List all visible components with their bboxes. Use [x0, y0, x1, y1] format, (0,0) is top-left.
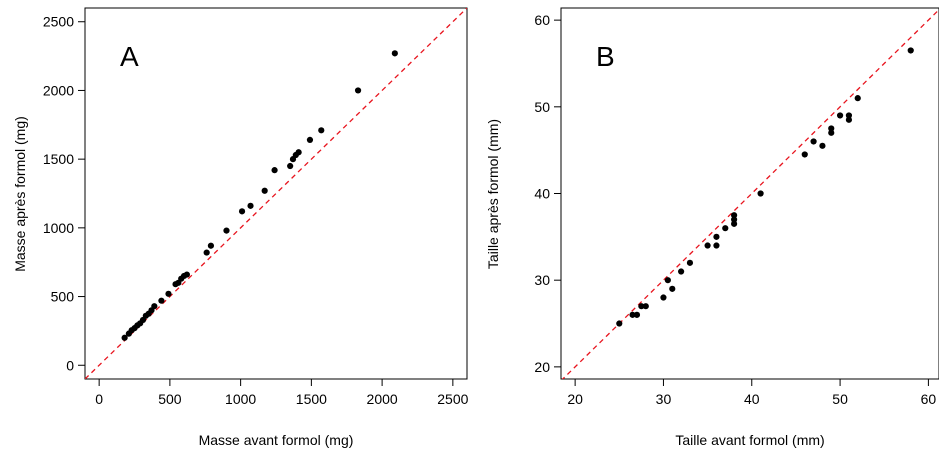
x-axis-ticks-a: 0 500 1000 1500 2000 2500	[95, 379, 469, 407]
data-point-a-20	[223, 227, 230, 234]
data-point-b-15	[731, 216, 738, 223]
data-point-b-8	[678, 268, 685, 275]
data-point-a-19	[207, 242, 215, 249]
data-point-b-3	[638, 303, 645, 310]
y-tick-label-b-0: 20	[534, 359, 550, 375]
x-tick-label-a-0: 0	[95, 391, 103, 407]
y-tick-label-a-1: 500	[51, 289, 75, 305]
x-tick-label-a-2: 1000	[225, 391, 256, 407]
data-points-b	[616, 47, 914, 327]
data-point-a-31	[354, 87, 362, 94]
x-tick-label-a-1: 500	[158, 391, 182, 407]
data-point-b-21	[828, 129, 835, 136]
x-tick-label-b-2: 40	[744, 391, 760, 407]
panel-a: 0 500 1000 1500 2000 2500 0 500 1000 1500 2000 250…	[12, 7, 469, 448]
data-point-b-27	[907, 47, 914, 54]
data-point-b-12	[713, 233, 720, 240]
data-point-b-9	[686, 259, 694, 266]
data-point-a-23	[261, 187, 268, 194]
y-axis-ticks-b: 20 30 40 50 60	[534, 12, 561, 375]
data-point-b-4	[642, 303, 649, 310]
panel-letter-a: A	[120, 41, 139, 72]
y-tick-label-a-0: 0	[66, 357, 74, 373]
y-tick-label-b-1: 30	[534, 272, 550, 288]
data-point-b-2	[633, 311, 641, 318]
data-point-a-30	[318, 127, 325, 134]
data-point-a-10	[151, 303, 158, 310]
data-point-b-18	[801, 151, 808, 158]
y-axis-label-b: Taille après formol (mm)	[485, 119, 501, 269]
panel-letter-b: B	[596, 41, 615, 72]
data-point-b-19	[810, 138, 817, 145]
data-point-a-18	[203, 249, 210, 256]
plot-frame-a	[84, 7, 468, 380]
data-point-a-17	[183, 271, 190, 278]
data-point-b-11	[713, 242, 720, 249]
data-point-b-6	[664, 277, 671, 284]
data-point-a-21	[238, 208, 246, 215]
x-tick-label-a-4: 2000	[367, 391, 398, 407]
data-points-a	[121, 50, 398, 341]
data-point-b-17	[757, 190, 764, 197]
data-point-a-22	[247, 202, 254, 209]
data-point-a-12	[165, 290, 172, 297]
y-axis-label-a: Masse après formol (mg)	[12, 116, 28, 272]
identity-reference-line-a	[85, 8, 467, 379]
y-axis-ticks-a: 0 500 1000 1500 2000 2500	[43, 14, 85, 373]
identity-reference-line-b	[561, 8, 939, 379]
data-point-b-13	[722, 225, 729, 232]
data-point-b-1	[629, 311, 636, 318]
data-point-b-20	[819, 142, 826, 149]
x-tick-label-a-5: 2500	[437, 391, 468, 407]
data-point-b-5	[660, 294, 667, 301]
panel-b: 20 30 40 50 60 20 30 40 50 60 B Taille avant for…	[485, 7, 939, 448]
data-point-b-0	[616, 320, 623, 327]
data-point-a-11	[158, 297, 165, 304]
y-tick-label-b-2: 40	[534, 186, 550, 202]
data-point-a-28	[295, 149, 302, 156]
x-axis-ticks-b: 20 30 40 50 60	[567, 379, 936, 407]
data-point-b-24	[845, 116, 853, 123]
y-tick-label-a-5: 2500	[43, 14, 74, 30]
data-point-a-32	[391, 50, 398, 57]
data-point-b-7	[669, 285, 676, 292]
x-tick-label-b-3: 50	[832, 391, 848, 407]
y-tick-label-a-3: 1500	[43, 151, 74, 167]
data-point-b-16	[731, 212, 738, 219]
data-point-a-29	[306, 136, 314, 144]
y-tick-label-b-3: 50	[534, 99, 550, 115]
data-point-a-25	[287, 162, 294, 170]
data-point-b-10	[704, 242, 711, 249]
data-point-b-23	[836, 112, 844, 119]
x-tick-label-b-0: 20	[567, 391, 583, 407]
data-point-b-26	[854, 95, 861, 102]
data-point-a-0	[121, 334, 128, 341]
x-tick-label-b-1: 30	[656, 391, 672, 407]
data-point-b-25	[845, 112, 853, 119]
y-tick-label-a-2: 1000	[43, 220, 74, 236]
x-axis-label-b: Taille avant formol (mm)	[675, 432, 824, 448]
y-tick-label-a-4: 2000	[43, 82, 74, 98]
x-axis-label-a: Masse avant formol (mg)	[199, 432, 354, 448]
data-point-b-22	[828, 125, 835, 132]
y-tick-label-b-4: 60	[534, 12, 550, 28]
data-point-b-14	[731, 220, 738, 227]
data-point-a-24	[271, 167, 278, 174]
x-tick-label-a-3: 1500	[296, 391, 327, 407]
x-tick-label-b-4: 60	[921, 391, 937, 407]
